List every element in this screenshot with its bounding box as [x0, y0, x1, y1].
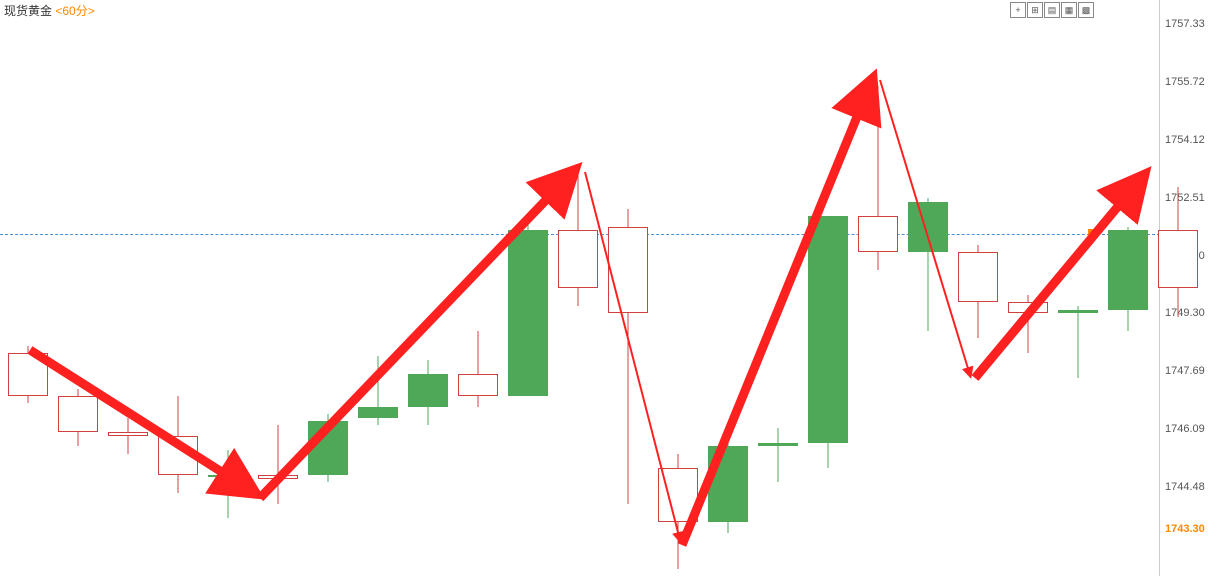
- candle: [308, 0, 348, 576]
- instrument-title: 现货黄金: [4, 4, 52, 18]
- candle: [558, 0, 598, 576]
- candle: [358, 0, 398, 576]
- candle: [1058, 0, 1098, 576]
- candle: [58, 0, 98, 576]
- candle: [758, 0, 798, 576]
- candle: [158, 0, 198, 576]
- candle: [508, 0, 548, 576]
- chart-area[interactable]: 现货黄金 <60分> + ⊞ ▤ ▦ ▩: [0, 0, 1160, 576]
- tool-bar4-icon[interactable]: ▩: [1078, 2, 1094, 18]
- tool-bar2-icon[interactable]: ▤: [1044, 2, 1060, 18]
- chart-header: 现货黄金 <60分>: [4, 2, 95, 19]
- candle: [808, 0, 848, 576]
- timeframe-label: <60分>: [55, 4, 94, 18]
- candle: [108, 0, 148, 576]
- candle: [458, 0, 498, 576]
- tool-plus-icon[interactable]: +: [1010, 2, 1026, 18]
- chart-toolbar: + ⊞ ▤ ▦ ▩: [1010, 2, 1094, 18]
- candle: [858, 0, 898, 576]
- tool-bar1-icon[interactable]: ⊞: [1027, 2, 1043, 18]
- candle: [708, 0, 748, 576]
- candle: [608, 0, 648, 576]
- candle: [1008, 0, 1048, 576]
- candle: [958, 0, 998, 576]
- candle: [208, 0, 248, 576]
- candle: [1158, 0, 1198, 576]
- tool-bar3-icon[interactable]: ▦: [1061, 2, 1077, 18]
- candle: [908, 0, 948, 576]
- candle: [258, 0, 298, 576]
- candle: [1108, 0, 1148, 576]
- candle: [658, 0, 698, 576]
- candle: [408, 0, 448, 576]
- candle: [8, 0, 48, 576]
